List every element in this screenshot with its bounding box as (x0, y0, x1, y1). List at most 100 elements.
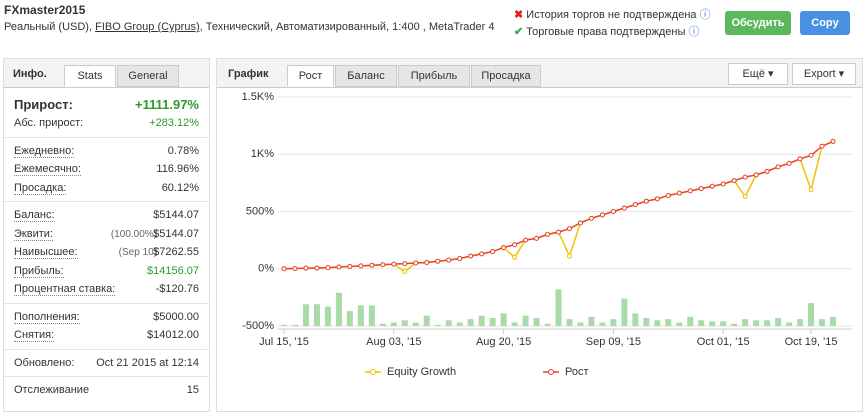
bar (742, 319, 749, 326)
point (512, 242, 518, 248)
bar (280, 324, 288, 326)
bar (599, 322, 606, 326)
bar (698, 320, 705, 326)
stat-value: +283.12% (149, 117, 199, 129)
point (566, 226, 572, 232)
tab[interactable]: Просадка (471, 65, 541, 87)
bar (313, 304, 320, 326)
point (501, 245, 507, 251)
account-subtitle: Реальный (USD), FIBO Group (Cyprus), Тех… (4, 21, 494, 33)
point (292, 266, 298, 272)
bar (379, 323, 386, 326)
bar (731, 323, 738, 326)
stat-value: $14156.07 (147, 264, 199, 277)
bar (808, 303, 815, 326)
tab[interactable]: Stats (64, 65, 116, 87)
stat-label: Наивысшее: (14, 246, 78, 259)
point (588, 215, 594, 221)
bar (819, 319, 826, 326)
stat-value: Oct 21 2015 at 12:14 (96, 356, 199, 369)
tab[interactable]: General (117, 65, 179, 87)
stat-value: $5000.00 (153, 310, 199, 323)
x-tick-label: Aug 20, '15 (476, 336, 531, 348)
point (797, 156, 803, 162)
bar (566, 319, 573, 326)
stat-label: Баланс: (14, 209, 55, 222)
bar (401, 320, 408, 326)
copy-button[interactable]: Copy (800, 11, 850, 35)
point (742, 174, 748, 180)
stat-label: Снятия: (14, 329, 55, 342)
point (830, 138, 836, 144)
status-line: ✔ Торговые права подтверждены ⓘ (514, 26, 700, 38)
point (391, 261, 397, 267)
point (621, 205, 627, 211)
status-line: ✖ История торгов не подтверждена ⓘ (514, 9, 711, 21)
bar (434, 324, 441, 326)
point (380, 262, 386, 268)
stat-value: $5144.07 (153, 209, 199, 221)
bar (676, 322, 683, 326)
point (665, 192, 671, 198)
bar (456, 322, 463, 326)
stat-label: Прибыль: (14, 264, 64, 278)
bar (522, 315, 529, 326)
discuss-button[interactable]: Обсудить (725, 11, 791, 35)
stat-value: -$120.76 (155, 283, 199, 295)
menu[interactable]: Ещё ▾ (728, 63, 788, 85)
point (764, 168, 770, 174)
bar (544, 323, 551, 326)
bar (720, 321, 727, 326)
bar (797, 319, 804, 326)
point (808, 152, 814, 158)
bar (445, 320, 452, 326)
tab[interactable]: Прибыль (398, 65, 470, 87)
menu[interactable]: Export ▾ (792, 63, 856, 85)
subtitle-text: , Технический, Автоматизированный, 1:400… (199, 21, 495, 33)
legend-swatch (548, 369, 554, 375)
bar (775, 317, 782, 326)
x-tick-label: Aug 03, '15 (366, 336, 421, 348)
point (687, 188, 693, 194)
stat-value: $14012.00 (147, 329, 199, 341)
stat-value: 60.12% (161, 181, 199, 194)
bar (610, 319, 617, 326)
point (577, 220, 583, 226)
bar (423, 315, 430, 326)
stat-value: 15 (186, 384, 199, 396)
legend-swatch (370, 369, 376, 375)
bar (829, 316, 837, 326)
point (512, 254, 518, 260)
point (314, 265, 320, 271)
broker-link[interactable]: FIBO Group (Cyprus) (95, 21, 200, 33)
point (819, 143, 825, 149)
point (424, 259, 430, 265)
info-panel: Инфо. Stats General Прирост: +1111.97% Абс… (3, 58, 210, 412)
x-tick-label: Oct 01, '15 (697, 336, 750, 348)
separator (4, 201, 209, 202)
point (336, 264, 342, 270)
point (610, 209, 616, 214)
bar (302, 304, 309, 326)
stat-label: Ежедневно: (14, 144, 75, 158)
point (709, 183, 715, 189)
stat-value: $7262.55 (153, 246, 199, 258)
x-tick-label: Oct 19, '15 (785, 336, 838, 348)
stat-label: Пополнения: (14, 310, 80, 324)
bar (654, 320, 661, 326)
point (643, 198, 649, 204)
point (369, 262, 375, 268)
point (347, 263, 353, 269)
tab[interactable]: Баланс (335, 65, 397, 87)
bar (346, 311, 353, 326)
bar (489, 317, 496, 326)
stat-value: $5144.07 (153, 227, 199, 240)
point (545, 231, 551, 237)
tab[interactable]: Рост (287, 65, 334, 87)
bar (555, 289, 562, 326)
status-text: Торговые права подтверждены (526, 26, 686, 38)
panel-title: График (228, 68, 269, 80)
point (808, 187, 814, 193)
point (281, 266, 287, 272)
stat-label: Ежемесячно: (14, 163, 81, 176)
